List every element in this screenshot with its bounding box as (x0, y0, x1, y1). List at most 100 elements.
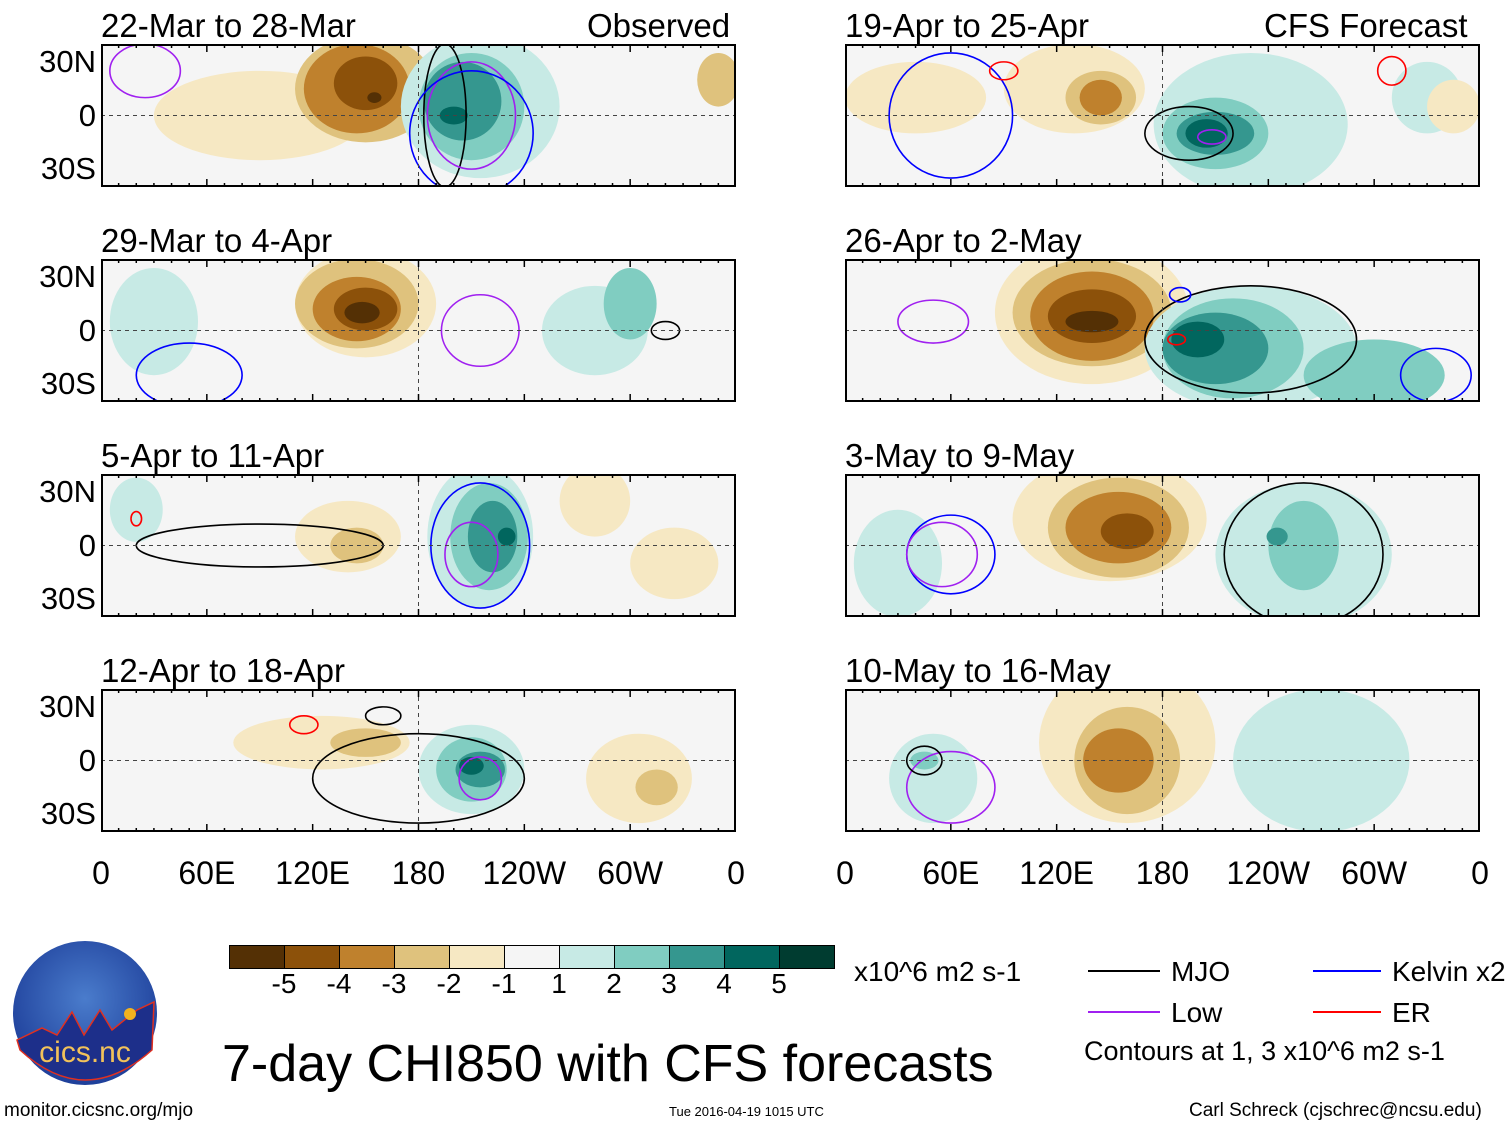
anomaly-region (630, 527, 719, 600)
legend-low-line (1088, 1011, 1160, 1013)
colorbar-tick-label: -4 (326, 968, 352, 999)
legend-low-label: Low (1171, 997, 1223, 1028)
map-panel (101, 259, 736, 402)
anomaly-region (330, 527, 384, 564)
filter-contour (1196, 128, 1227, 145)
lat-tick-label: 30S (40, 151, 96, 187)
map-panel (845, 474, 1480, 617)
map-panel (101, 474, 736, 617)
lon-tick-label: 180 (391, 855, 446, 891)
filter-contour (426, 61, 517, 170)
filter-contour (1223, 482, 1384, 617)
colorbar-tick-label: 4 (716, 968, 732, 999)
colorbar-tick-label: 1 (551, 968, 567, 999)
panel-title: 29-Mar to 4-Apr (101, 222, 333, 259)
filter-contour (408, 70, 534, 187)
cics-logo: cics.nc (12, 940, 158, 1086)
lon-tick-label: 120E (1019, 855, 1095, 891)
colorbar-tick-label: 2 (606, 968, 622, 999)
filter-contour (458, 756, 503, 801)
colorbar-swatch (230, 946, 285, 968)
lat-tick-label: 0 (78, 527, 96, 563)
anomaly-region (367, 92, 382, 103)
lon-tick-label: 0 (1471, 855, 1489, 891)
filter-contour (1376, 55, 1407, 86)
anomaly-region (1065, 310, 1119, 333)
anomaly-region (845, 61, 987, 134)
map-panel (845, 689, 1480, 832)
filter-contour (288, 715, 319, 735)
filter-contour (888, 52, 1014, 179)
legend-mjo-line (1088, 970, 1160, 972)
legend-kelvin-label: Kelvin x2 (1392, 956, 1506, 987)
anomaly-region (333, 56, 398, 111)
colorbar-swatch (450, 946, 505, 968)
anomaly-region (1100, 513, 1154, 550)
colorbar-swatch (505, 946, 560, 968)
colorbar-swatch (615, 946, 670, 968)
filter-contour (905, 750, 996, 824)
lat-tick-label: 30N (39, 258, 96, 294)
filter-contour (130, 510, 143, 527)
panel-title: 3-May to 9-May (845, 437, 1075, 474)
map-panel (101, 689, 736, 832)
filter-contour (905, 521, 979, 588)
colorbar (229, 945, 835, 969)
anomaly-region (1171, 321, 1225, 358)
colorbar-tick-label: 3 (661, 968, 677, 999)
anomaly-region (459, 756, 484, 775)
lat-tick-label: 0 (78, 742, 96, 778)
observed-label: Observed (587, 7, 731, 44)
colorbar-tick-label: -2 (436, 968, 462, 999)
map-panel (845, 44, 1480, 187)
footer-author: Carl Schreck (cjschrec@ncsu.edu) (1189, 1100, 1482, 1121)
logo-text: cics.nc (39, 1036, 131, 1069)
lon-tick-label: 0 (92, 855, 110, 891)
anomaly-region (109, 477, 163, 542)
lon-tick-label: 60E (178, 855, 236, 891)
anomaly-region (603, 267, 657, 340)
panel-title: 5-Apr to 11-Apr (101, 437, 325, 474)
filter-contour (444, 521, 499, 588)
colorbar-swatch (725, 946, 780, 968)
anomaly-region (635, 769, 678, 806)
footer-url[interactable]: monitor.cicsnc.org/mjo (4, 1100, 194, 1121)
lat-tick-label: 30S (40, 796, 96, 832)
anomaly-region (109, 267, 199, 376)
contour-note: Contours at 1, 3 x10^6 m2 s-1 (1084, 1036, 1445, 1066)
anomaly-region (1427, 79, 1480, 134)
filter-contour (364, 706, 402, 726)
filter-contour (135, 342, 243, 402)
map-panel (845, 259, 1480, 402)
lon-tick-label: 120W (482, 855, 567, 891)
legend-kelvin-line (1313, 970, 1381, 972)
colorbar-swatch (285, 946, 340, 968)
filter-contour (1144, 285, 1358, 394)
anomaly-region (853, 509, 943, 617)
colorbar-swatch (340, 946, 395, 968)
filter-contour (897, 299, 970, 344)
panel-title: 12-Apr to 18-Apr (101, 652, 345, 689)
forecast-label: CFS Forecast (1264, 7, 1468, 44)
filter-contour (1168, 286, 1192, 303)
panel-title: 22-Mar to 28-Mar (101, 7, 356, 44)
anomaly-region (1079, 79, 1122, 116)
panel-title: 26-Apr to 2-May (845, 222, 1082, 259)
lat-tick-label: 30N (39, 473, 96, 509)
anomaly-region (559, 474, 631, 537)
lon-tick-label: 60E (922, 855, 980, 891)
anomaly-region (889, 733, 978, 824)
filter-contour (988, 61, 1019, 81)
colorbar-swatch (670, 946, 725, 968)
lat-tick-label: 0 (78, 97, 96, 133)
filter-contour (109, 44, 182, 99)
anomaly-region (1303, 339, 1445, 402)
lon-tick-label: 60W (597, 855, 664, 891)
anomaly-region (1266, 527, 1288, 546)
colorbar-swatch (395, 946, 450, 968)
filter-contour (1399, 347, 1472, 402)
colorbar-tick-label: -1 (491, 968, 517, 999)
panel-title: 10-May to 16-May (845, 652, 1111, 689)
footer-timestamp: Tue 2016-04-19 1015 UTC (669, 1104, 824, 1119)
